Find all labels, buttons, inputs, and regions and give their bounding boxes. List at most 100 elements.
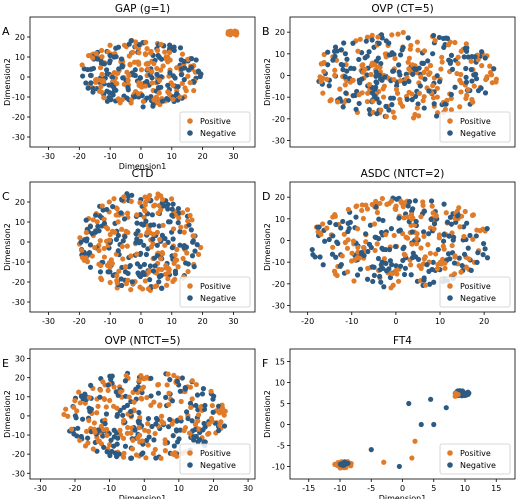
y-tick-label: 20 (15, 374, 25, 383)
scatter-points (332, 388, 472, 471)
point-positive (421, 233, 427, 239)
point-positive (172, 252, 178, 258)
point-negative (177, 45, 184, 51)
point-negative (379, 259, 385, 265)
point-negative (447, 214, 454, 220)
point-negative (430, 51, 436, 57)
point-negative (80, 73, 86, 79)
point-positive (391, 232, 397, 239)
point-negative (174, 428, 180, 434)
x-tick-label: -5 (367, 484, 375, 493)
point-negative (141, 242, 147, 248)
point-negative (431, 421, 437, 428)
point-positive (455, 54, 461, 60)
point-positive (151, 61, 157, 67)
y-tick-label: 0 (280, 72, 285, 81)
point-positive (363, 239, 369, 245)
point-negative (405, 203, 411, 209)
point-positive (410, 115, 417, 121)
point-positive (162, 242, 168, 248)
point-positive (365, 265, 371, 271)
point-negative (178, 72, 185, 78)
point-negative (167, 70, 173, 76)
point-negative (177, 229, 183, 235)
point-positive (434, 266, 440, 272)
point-negative (378, 229, 385, 236)
point-positive (359, 90, 365, 96)
point-positive (464, 92, 470, 98)
point-positive (139, 386, 145, 392)
point-positive (162, 49, 168, 55)
point-negative (191, 264, 197, 270)
point-negative (194, 392, 201, 398)
point-positive (448, 107, 454, 113)
point-negative (202, 402, 208, 409)
chart-title: FT4 (393, 335, 412, 347)
legend-box (179, 276, 251, 308)
point-positive (86, 417, 92, 423)
point-positive (90, 217, 96, 223)
point-negative (344, 68, 350, 74)
point-negative (153, 455, 159, 461)
point-negative (473, 71, 479, 77)
legend-marker-positive (447, 450, 453, 456)
point-negative (482, 246, 488, 252)
point-negative (421, 277, 427, 283)
point-positive (114, 206, 120, 212)
point-positive (115, 219, 121, 225)
point-negative (129, 192, 135, 198)
point-positive (121, 418, 127, 424)
y-tick-label: 10 (275, 379, 285, 388)
x-tick-label: 20 (208, 484, 218, 493)
y-tick-label: 20 (15, 198, 25, 207)
point-positive (161, 420, 167, 426)
point-positive (101, 216, 107, 222)
point-positive (98, 89, 105, 95)
point-positive (191, 87, 197, 94)
point-negative (363, 38, 369, 44)
point-positive (136, 50, 142, 56)
point-negative (136, 409, 142, 416)
point-negative (330, 57, 336, 63)
point-positive (101, 245, 107, 252)
point-negative (465, 54, 471, 60)
point-positive (407, 46, 413, 52)
point-negative (484, 255, 491, 261)
panel-letter: E (2, 357, 9, 370)
point-positive (111, 196, 117, 202)
point-positive (384, 201, 390, 207)
point-positive (321, 68, 327, 75)
point-negative (143, 251, 150, 258)
point-positive (129, 446, 136, 452)
point-positive (74, 408, 80, 414)
point-negative (447, 256, 453, 262)
point-positive (320, 90, 326, 96)
point-positive (458, 269, 464, 275)
point-positive (470, 236, 476, 242)
point-positive (92, 244, 98, 251)
y-tick-label: 30 (15, 355, 25, 364)
point-negative (144, 95, 150, 101)
point-positive (331, 268, 338, 274)
legend-label-positive: Positive (460, 282, 491, 291)
point-negative (156, 279, 162, 285)
point-negative (90, 86, 96, 92)
point-negative (342, 74, 348, 80)
point-positive (165, 265, 171, 272)
point-positive (79, 62, 85, 68)
point-negative (100, 207, 106, 213)
point-negative (326, 236, 332, 243)
y-tick-label: 0 (280, 420, 285, 429)
point-positive (184, 207, 191, 213)
point-negative (108, 437, 114, 443)
point-positive (380, 94, 387, 100)
point-positive (82, 443, 89, 449)
point-positive (135, 435, 141, 441)
point-positive (364, 206, 371, 212)
point-negative (113, 45, 119, 51)
point-negative (159, 98, 166, 104)
point-positive (222, 408, 228, 414)
point-negative (433, 113, 440, 119)
point-negative (141, 261, 148, 268)
x-tick-label: 30 (228, 317, 238, 326)
